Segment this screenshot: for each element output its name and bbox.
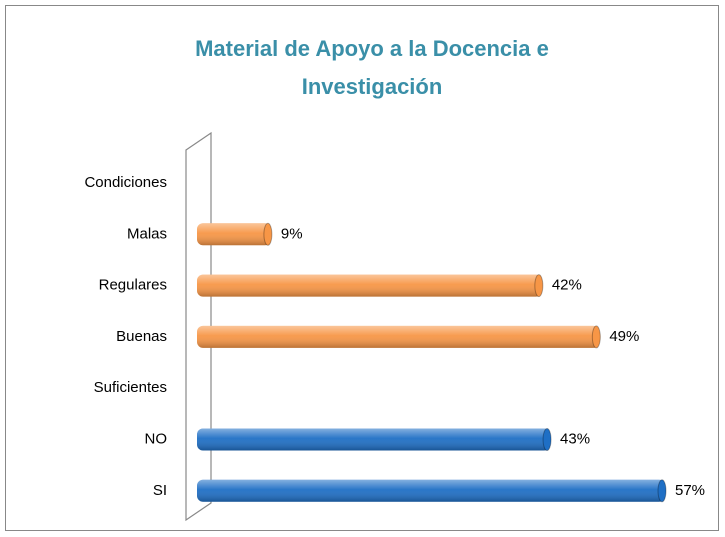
chart-title: Material de Apoyo a la Docencia e Investi… <box>195 36 549 99</box>
bar-shine <box>197 223 271 246</box>
y-tick-label: Regulares <box>99 277 167 294</box>
y-tick-label: NO <box>145 430 168 447</box>
data-label: 57% <box>675 482 705 499</box>
y-tick-label: Suficientes <box>94 379 167 396</box>
bar-shine <box>197 479 665 502</box>
bar-cap <box>542 428 552 451</box>
y-tick-label: Condiciones <box>84 174 167 191</box>
y-tick-label: SI <box>153 482 167 499</box>
bar-shine <box>197 325 600 348</box>
bar-cap <box>534 274 544 298</box>
data-label: 42% <box>552 277 582 294</box>
data-label: 43% <box>560 430 590 447</box>
bar-cap <box>657 479 667 503</box>
bar-shine <box>197 274 542 297</box>
y-tick-label: Malas <box>127 225 167 242</box>
y-tick-label: Buenas <box>116 328 167 345</box>
bar-cap <box>263 222 273 246</box>
data-label: 49% <box>609 328 639 345</box>
bar-cap <box>591 325 601 349</box>
bar-shine <box>197 428 551 451</box>
data-label: 9% <box>281 225 303 242</box>
